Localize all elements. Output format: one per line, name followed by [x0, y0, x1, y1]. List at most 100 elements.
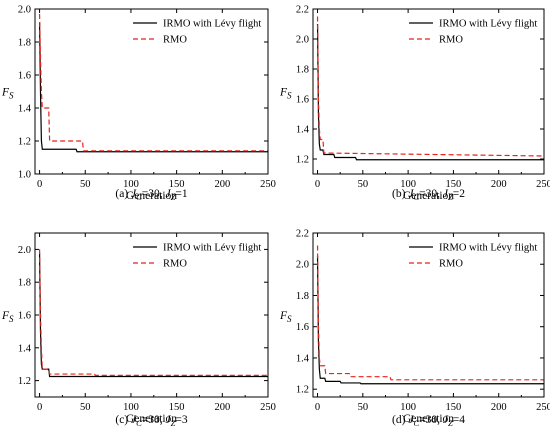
y-tick-label: 1.4	[18, 104, 32, 115]
x-tick-label: 100	[400, 402, 416, 413]
caption-part-s1: C	[413, 192, 419, 202]
y-tick-label: 1.2	[296, 385, 309, 396]
panel-caption: (c) JC=30, JZ=3	[115, 414, 188, 428]
y-tick-label: 2.0	[18, 5, 31, 16]
y-tick-label: 1.8	[296, 65, 309, 76]
y-tick-label: 2.0	[18, 245, 31, 256]
x-tick-label: 200	[214, 402, 230, 413]
caption-part-j1: J	[408, 188, 414, 200]
legend-label-rmo: RMO	[439, 35, 463, 46]
plot-frame	[312, 232, 545, 398]
caption-part-post: =3	[175, 414, 187, 426]
series-line-rmo	[316, 16, 544, 157]
x-tick-label: 50	[358, 402, 369, 413]
x-tick-label: 100	[400, 179, 416, 190]
y-tick-label: 1.6	[18, 71, 31, 82]
y-tick-label: 1.0	[18, 170, 31, 181]
y-axis-title: FS	[279, 310, 292, 324]
y-tick-label: 2.0	[296, 35, 309, 46]
chart-panel-3: 0 50 100 150 200 250 1.2 1.4 1.6 1.8 2.0 2.2 FS Gener…	[279, 229, 550, 429]
x-tick-label: 200	[491, 402, 507, 413]
x-tick-label: 150	[169, 179, 185, 190]
panel-caption: (a) JC=30, JZ=1	[115, 188, 188, 202]
legend-label-irmo: IRMO with Lévy flight	[163, 243, 261, 254]
x-tick-label: 50	[80, 179, 91, 190]
x-tick-label: 50	[358, 179, 369, 190]
x-tick-label: 200	[214, 179, 230, 190]
y-tick-label: 1.4	[296, 125, 310, 136]
caption-part-j2: J	[443, 414, 449, 426]
x-tick-label: 0	[37, 402, 42, 413]
y-axis-title-main: F	[279, 87, 288, 99]
y-axis-title-main: F	[1, 87, 10, 99]
y-tick-label: 1.4	[18, 343, 32, 354]
x-axis-title: Generation	[126, 190, 177, 202]
chart-panel-0: 0 50 100 150 200 250 1.0 1.2 1.4 1.6 1.8 2.0 FS Gener…	[1, 5, 276, 203]
caption-part-pre: (a)	[115, 188, 131, 200]
legend-label-rmo: RMO	[439, 259, 463, 270]
y-axis-title-sub: S	[9, 91, 14, 101]
y-axis-title-sub: S	[9, 314, 14, 324]
y-tick-label: 2.2	[296, 5, 309, 16]
series-line-irmo	[316, 256, 544, 385]
caption-part-pre: (c)	[115, 414, 131, 426]
caption-part-pre: (b)	[392, 188, 408, 200]
y-axis-title: FS	[1, 310, 14, 324]
caption-part-j1: J	[131, 188, 137, 200]
caption-part-s1: C	[136, 192, 142, 202]
caption-part-pre: (d)	[392, 414, 408, 426]
legend-label-irmo: IRMO with Lévy flight	[439, 243, 537, 254]
y-tick-label: 1.8	[296, 291, 309, 302]
plot-frame	[312, 8, 545, 175]
y-axis-title: FS	[1, 87, 14, 101]
chart-panel-2: 0 50 100 150 200 250 1.2 1.4 1.6 1.8 2.0 FS Generati…	[1, 232, 276, 428]
x-axis-title: Generation	[126, 413, 177, 425]
caption-part-s2: Z	[448, 192, 453, 202]
x-tick-label: 250	[536, 402, 550, 413]
caption-part-s2: Z	[171, 192, 176, 202]
y-tick-label: 1.2	[18, 376, 31, 387]
y-tick-label: 1.6	[18, 311, 31, 322]
legend-label-rmo: RMO	[163, 35, 187, 46]
caption-part-s1: C	[413, 418, 419, 428]
series-line-irmo	[38, 252, 268, 378]
x-tick-label: 250	[260, 179, 276, 190]
caption-part-s2: Z	[448, 418, 453, 428]
x-tick-label: 250	[260, 402, 276, 413]
x-tick-label: 150	[446, 179, 462, 190]
caption-part-mid: =30,	[419, 414, 443, 426]
y-tick-label: 1.2	[18, 137, 31, 148]
y-tick-label: 1.4	[296, 353, 310, 364]
x-tick-label: 150	[446, 402, 462, 413]
y-axis-title-main: F	[1, 310, 10, 322]
y-tick-label: 1.8	[18, 278, 31, 289]
y-axis-title-main: F	[279, 310, 288, 322]
caption-part-j1: J	[408, 414, 414, 426]
x-tick-label: 50	[80, 402, 91, 413]
y-axis-title: FS	[279, 87, 292, 101]
x-tick-label: 100	[123, 402, 139, 413]
legend-label-rmo: RMO	[163, 259, 187, 270]
caption-part-j2: J	[443, 188, 449, 200]
caption-part-s1: C	[136, 418, 142, 428]
caption-part-mid: =30,	[419, 188, 443, 200]
x-tick-label: 250	[536, 179, 550, 190]
series-line-irmo	[316, 23, 544, 161]
chart-panel-1: 0 50 100 150 200 250 1.2 1.4 1.6 1.8 2.0 2.2 FS Gener…	[279, 5, 550, 203]
series-line-rmo	[38, 13, 268, 152]
caption-part-j2: J	[166, 414, 172, 426]
series-line-rmo	[38, 249, 268, 376]
y-tick-label: 2.2	[296, 229, 309, 240]
caption-part-j2: J	[166, 188, 172, 200]
x-tick-label: 200	[491, 179, 507, 190]
y-tick-label: 1.8	[18, 38, 31, 49]
plot-frame	[34, 8, 269, 175]
y-tick-label: 1.6	[296, 322, 309, 333]
series-line-rmo	[316, 245, 544, 381]
plot-frame	[34, 232, 269, 398]
caption-part-mid: =30,	[142, 414, 166, 426]
x-tick-label: 0	[315, 179, 320, 190]
caption-part-post: =2	[453, 188, 465, 200]
y-axis-title-sub: S	[287, 91, 292, 101]
